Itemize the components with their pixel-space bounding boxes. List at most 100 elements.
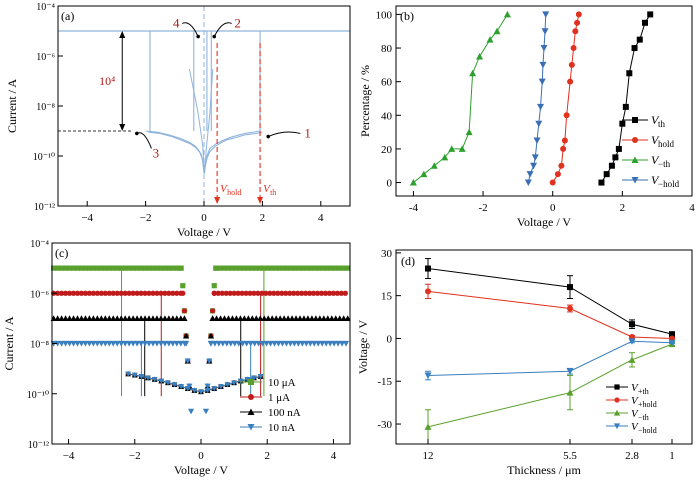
panel-c-point bbox=[122, 265, 128, 271]
panel-b-point bbox=[430, 162, 438, 169]
panel-d-point bbox=[669, 331, 675, 338]
panel-c-point bbox=[142, 265, 148, 271]
panel-c-point bbox=[219, 290, 225, 296]
panel-c-point bbox=[322, 290, 329, 296]
panel-b-xtick-label: 4 bbox=[689, 202, 695, 214]
panel-c-point bbox=[78, 290, 85, 296]
legend-entry-main: V bbox=[651, 173, 660, 187]
panel-d-ytick-label: -15 bbox=[377, 376, 392, 388]
panel-c-point bbox=[166, 265, 172, 271]
panel-c-point bbox=[269, 315, 276, 321]
panel-c-point bbox=[213, 315, 220, 321]
panel-c-point bbox=[263, 290, 269, 296]
panel-c-point bbox=[74, 265, 81, 271]
panel-b-point bbox=[647, 11, 654, 18]
panel-d-ytick-label: 0 bbox=[387, 333, 393, 345]
panel-d-point bbox=[566, 389, 574, 396]
panel-d-point bbox=[566, 368, 574, 375]
panel-a-xtick-label: 4 bbox=[318, 212, 324, 224]
panel-c-point bbox=[70, 340, 77, 347]
threshold-label-sub: th bbox=[270, 188, 276, 197]
panel-c-point bbox=[138, 374, 145, 380]
legend-entry-main: V bbox=[631, 382, 639, 394]
panel-c-point bbox=[178, 384, 185, 390]
panel-b-point bbox=[560, 145, 567, 152]
panel-b-series bbox=[524, 11, 550, 187]
panel-b-point bbox=[615, 145, 622, 152]
panel-c-point bbox=[102, 340, 109, 347]
panel-b-point bbox=[612, 154, 619, 161]
panel-a-xtick-label: −2 bbox=[140, 212, 152, 224]
panel-c-point bbox=[110, 265, 116, 271]
panel-c-point bbox=[165, 315, 172, 321]
panel-c-point bbox=[296, 315, 304, 321]
panel-d-ytick-label: 30 bbox=[381, 248, 393, 260]
panel-c-point bbox=[102, 315, 109, 321]
panel-c: 10 μA 1 μA 100 nA 10 nA −4 −2 0 2 4 10⁻¹² 10⁻¹⁰ 10⁻… bbox=[2, 239, 351, 477]
panel-c-point bbox=[253, 265, 259, 271]
panel-c-point bbox=[82, 340, 89, 347]
panel-c-point bbox=[54, 340, 61, 347]
panel-c-point bbox=[288, 265, 294, 271]
panel-c-point bbox=[138, 265, 144, 271]
panel-b-xtick-label: -2 bbox=[478, 202, 487, 214]
panel-c-point bbox=[59, 290, 65, 296]
legend-marker bbox=[247, 424, 255, 431]
panel-c-point bbox=[215, 290, 221, 296]
panel-c-point bbox=[344, 265, 350, 271]
panel-c-point bbox=[82, 315, 89, 321]
panel-c-point bbox=[206, 358, 213, 365]
panel-c-point bbox=[265, 315, 272, 321]
panel-b-point bbox=[619, 120, 626, 127]
panel-c-point bbox=[320, 265, 326, 271]
panel-c-point bbox=[340, 315, 347, 321]
legend-entry-sub: +th bbox=[638, 387, 649, 396]
panel-c-point bbox=[296, 265, 302, 271]
panel-c-point bbox=[284, 265, 291, 271]
threshold-label-sub: hold bbox=[227, 188, 241, 197]
panel-c-point bbox=[191, 388, 198, 394]
sweep-curve-valley bbox=[188, 68, 214, 174]
panel-c-point bbox=[288, 315, 296, 321]
panel-c-point bbox=[338, 340, 346, 347]
panel-c-point bbox=[145, 375, 151, 381]
panel-b-point bbox=[563, 112, 570, 119]
panel-b-point bbox=[574, 19, 581, 26]
panel-b-point bbox=[631, 45, 638, 52]
panel-b-point bbox=[409, 179, 417, 186]
panel-a-xlabel: Voltage / V bbox=[177, 225, 232, 239]
panel-b-series-line bbox=[601, 14, 651, 183]
panel-c-point bbox=[146, 290, 152, 296]
panel-c-point bbox=[292, 315, 300, 321]
panel-c-point bbox=[255, 340, 262, 347]
panel-b-series bbox=[598, 11, 654, 186]
panel-c-point bbox=[267, 290, 273, 296]
process-arrowhead bbox=[266, 134, 271, 139]
panel-c-point bbox=[311, 340, 318, 347]
process-arrow bbox=[136, 132, 152, 149]
panel-c-point bbox=[283, 290, 289, 296]
panel-c-point bbox=[310, 290, 317, 296]
panel-c-point bbox=[51, 265, 57, 271]
panel-c-point bbox=[86, 290, 93, 296]
panel-c-point bbox=[275, 340, 282, 347]
panel-c-point bbox=[237, 315, 244, 321]
panel-c-point bbox=[82, 290, 89, 296]
panel-c-point bbox=[114, 265, 120, 271]
panel-b-point bbox=[542, 11, 550, 18]
panel-c-point bbox=[221, 315, 228, 321]
panel-c-point bbox=[284, 315, 292, 321]
panel-c-point bbox=[303, 290, 309, 296]
panel-c-point bbox=[263, 340, 270, 347]
panel-c-point bbox=[249, 315, 256, 321]
panel-c-point bbox=[251, 375, 257, 381]
panel-d-point bbox=[668, 339, 676, 347]
panel-c-point bbox=[165, 340, 172, 347]
panel-c-point bbox=[312, 265, 318, 271]
panel-a-ylabel: Current / A bbox=[5, 79, 19, 133]
panel-b-point bbox=[540, 45, 548, 52]
panel-b-point bbox=[567, 78, 574, 85]
panel-b-point bbox=[608, 162, 615, 169]
panel-b-point bbox=[533, 137, 541, 145]
panel-c-point bbox=[157, 340, 165, 347]
